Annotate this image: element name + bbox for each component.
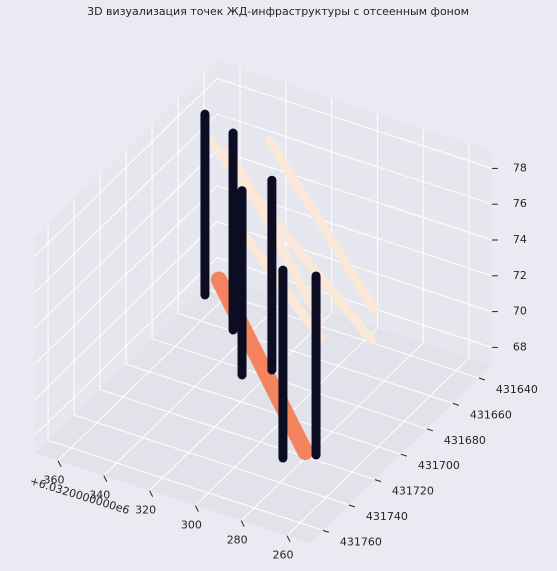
- x-tick-label: 340: [89, 489, 110, 502]
- grid-line: [34, 78, 218, 257]
- y-tick-label: 431640: [496, 383, 538, 396]
- point-strand: [265, 136, 380, 315]
- y-tick: [374, 479, 382, 483]
- y-tick: [478, 377, 486, 381]
- z-tick-label: 74: [513, 233, 527, 246]
- y-tick-label: 431700: [418, 459, 460, 472]
- y-tick-label: 431760: [340, 535, 382, 548]
- y-tick: [400, 453, 408, 457]
- grid-line: [216, 77, 493, 169]
- x-tick-label: 360: [44, 474, 65, 487]
- y-tick-label: 431740: [366, 510, 408, 523]
- grid-line: [125, 363, 402, 455]
- x-tick: [286, 535, 291, 542]
- z-tick-label: 78: [513, 161, 527, 174]
- grid-line: [34, 185, 218, 364]
- y-tick: [426, 428, 434, 432]
- z-tick-label: 70: [513, 305, 527, 318]
- y-tick-label: 431660: [470, 408, 512, 421]
- x-tick: [57, 460, 62, 467]
- chart-title: 3D визуализация точек ЖД-инфраструктуры …: [87, 5, 469, 18]
- grid-line: [34, 149, 218, 329]
- y-tick: [452, 402, 460, 406]
- grid-line: [216, 221, 493, 313]
- x-tick: [240, 520, 245, 527]
- grid-line: [73, 414, 350, 506]
- x-tick-label: 300: [181, 519, 202, 532]
- z-tick-label: 76: [513, 197, 527, 210]
- x-tick: [103, 475, 108, 482]
- grid-line: [34, 257, 218, 436]
- x-tick-label: 280: [227, 534, 248, 547]
- grid-line: [216, 256, 493, 348]
- x-tick: [149, 490, 154, 497]
- z-tick-label: 72: [513, 269, 527, 282]
- y-tick-label: 431720: [392, 485, 434, 498]
- y-tick: [322, 529, 330, 533]
- grid-line: [47, 439, 324, 531]
- grid-line: [34, 113, 218, 293]
- grid-line: [99, 389, 376, 481]
- grid-line: [216, 113, 493, 205]
- grid-line: [203, 287, 480, 379]
- x-tick: [194, 505, 199, 512]
- y-tick: [348, 504, 356, 508]
- x-tick-label: 320: [135, 504, 156, 517]
- z-tick-label: 68: [513, 340, 527, 353]
- x-tick-label: 260: [273, 549, 294, 562]
- grid-line: [216, 149, 493, 241]
- grid-line: [151, 338, 428, 430]
- y-tick-label: 431680: [444, 434, 486, 447]
- grid-line: [34, 221, 218, 400]
